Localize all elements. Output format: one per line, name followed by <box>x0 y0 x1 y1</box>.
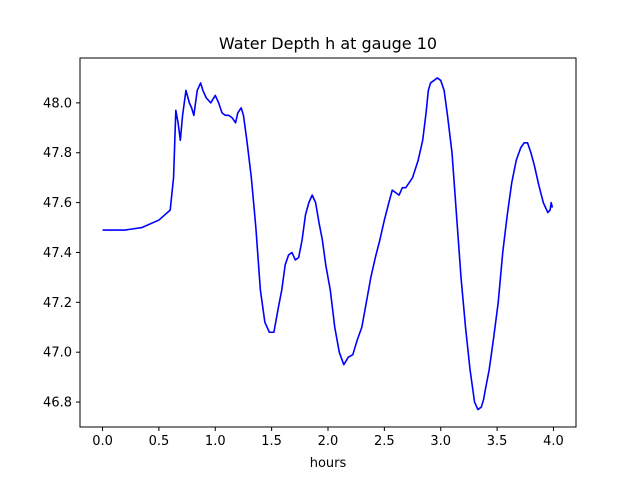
x-tick-label: 2.0 <box>318 434 339 449</box>
y-tick-label: 47.0 <box>43 346 72 361</box>
x-tick-label: 1.5 <box>261 434 282 449</box>
y-tick-label: 47.8 <box>43 146 72 161</box>
y-tick-label: 46.8 <box>43 396 72 411</box>
y-tick-label: 47.4 <box>43 246 72 261</box>
series-line-0 <box>102 77 554 411</box>
x-tick-label: 2.5 <box>374 434 395 449</box>
chart-title: Water Depth h at gauge 10 <box>219 34 437 53</box>
y-tick-label: 47.6 <box>43 196 72 211</box>
x-axis-label: hours <box>310 456 347 471</box>
y-tick-label: 48.0 <box>43 96 72 111</box>
x-tick-label: 0.5 <box>149 434 170 449</box>
x-tick-label: 3.0 <box>430 434 451 449</box>
x-tick-label: 3.5 <box>487 434 508 449</box>
y-tick-label: 47.2 <box>43 296 72 311</box>
x-tick-label: 0.0 <box>92 434 113 449</box>
x-tick-label: 1.0 <box>205 434 226 449</box>
x-tick-label: 4.0 <box>543 434 564 449</box>
